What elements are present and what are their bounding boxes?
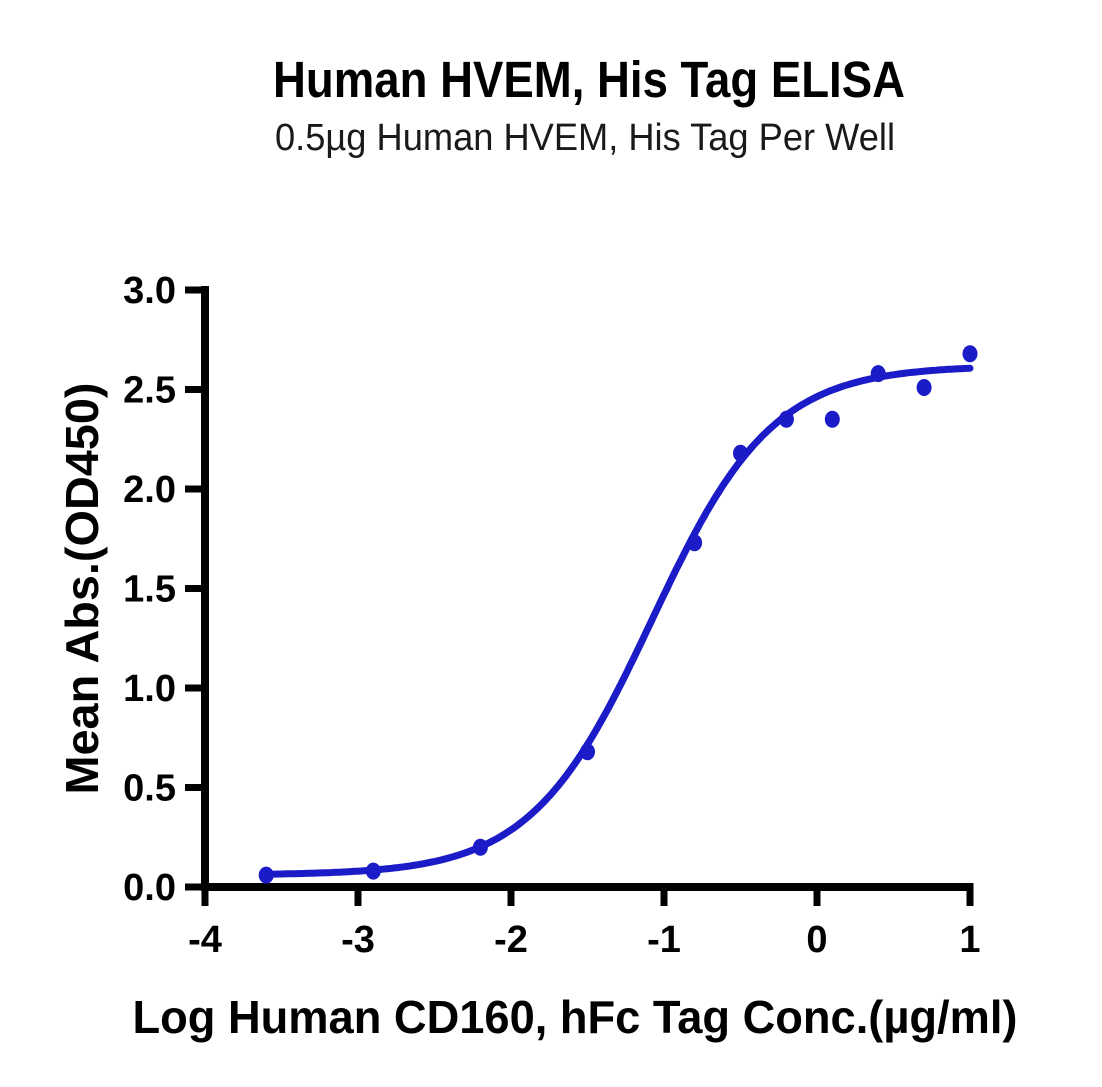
- x-tick-label: -2: [494, 919, 528, 961]
- chart-title: Human HVEM, His Tag ELISA: [273, 51, 905, 108]
- data-point: [472, 838, 488, 856]
- y-tick-label: 3.0: [123, 270, 176, 312]
- chart-subtitle: 0.5µg Human HVEM, His Tag Per Well: [275, 117, 895, 159]
- fit-curve: [262, 364, 974, 878]
- y-tick-label: 2.5: [123, 370, 176, 412]
- y-axis-label: Mean Abs.(OD450): [56, 383, 108, 795]
- data-point: [962, 345, 978, 363]
- x-tick-label: 1: [959, 919, 980, 961]
- data-point: [258, 866, 274, 884]
- data-point: [580, 743, 595, 761]
- data-point: [916, 379, 932, 396]
- data-point: [365, 862, 381, 880]
- data-point: [733, 444, 748, 462]
- y-tick-label: 0.5: [123, 768, 176, 810]
- y-tick-label: 1.5: [123, 569, 176, 611]
- data-point: [870, 365, 886, 383]
- x-tick-label: -3: [341, 919, 375, 961]
- axes: 0.0 0.5 1.0 1.5 2.0 2.5 3.0 -4 -3 -2 -1 0 1: [123, 270, 980, 961]
- data-point: [687, 534, 703, 552]
- data-point: [824, 410, 840, 428]
- x-tick-label: 0: [806, 919, 827, 961]
- x-axis-label: Log Human CD160, hFc Tag Conc.(µg/ml): [133, 991, 1018, 1043]
- data-points: [258, 345, 978, 884]
- y-tick-label: 2.0: [123, 469, 176, 511]
- y-tick-label: 1.0: [123, 668, 176, 710]
- data-point: [778, 410, 794, 428]
- y-tick-label: 0.0: [123, 867, 176, 909]
- x-tick-label: -4: [188, 919, 222, 961]
- x-tick-label: -1: [647, 919, 681, 961]
